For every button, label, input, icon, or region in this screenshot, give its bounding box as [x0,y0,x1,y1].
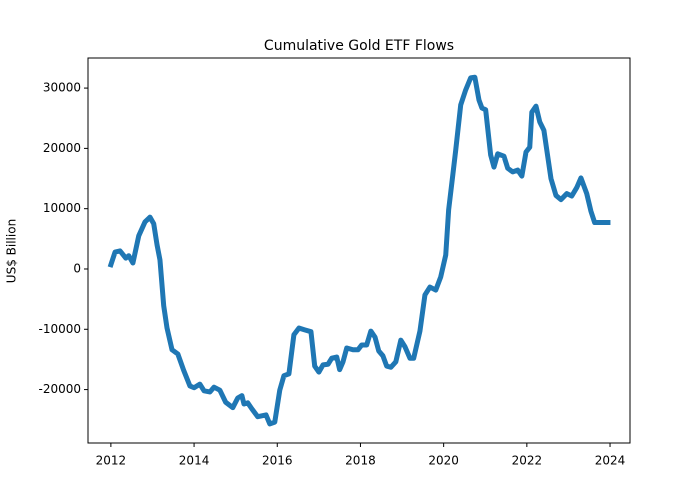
x-tick-label: 2018 [345,454,376,468]
y-axis-label: US$ Billion [5,219,19,283]
y-tick-label: 10000 [43,201,81,215]
y-tick-label: 0 [73,261,81,275]
x-tick-label: 2020 [428,454,459,468]
x-tick-label: 2024 [595,454,626,468]
y-tick-label: -10000 [38,322,81,336]
chart-title: Cumulative Gold ETF Flows [264,38,454,54]
x-tick-label: 2014 [179,454,210,468]
y-tick-label: 30000 [43,81,81,95]
y-tick-label: -20000 [38,382,81,396]
x-tick-label: 2022 [512,454,543,468]
y-tick-label: 20000 [43,141,81,155]
plot-frame [87,57,631,444]
data-line [107,74,611,427]
x-tick-label: 2016 [262,454,293,468]
x-tick-label: 2012 [96,454,127,468]
